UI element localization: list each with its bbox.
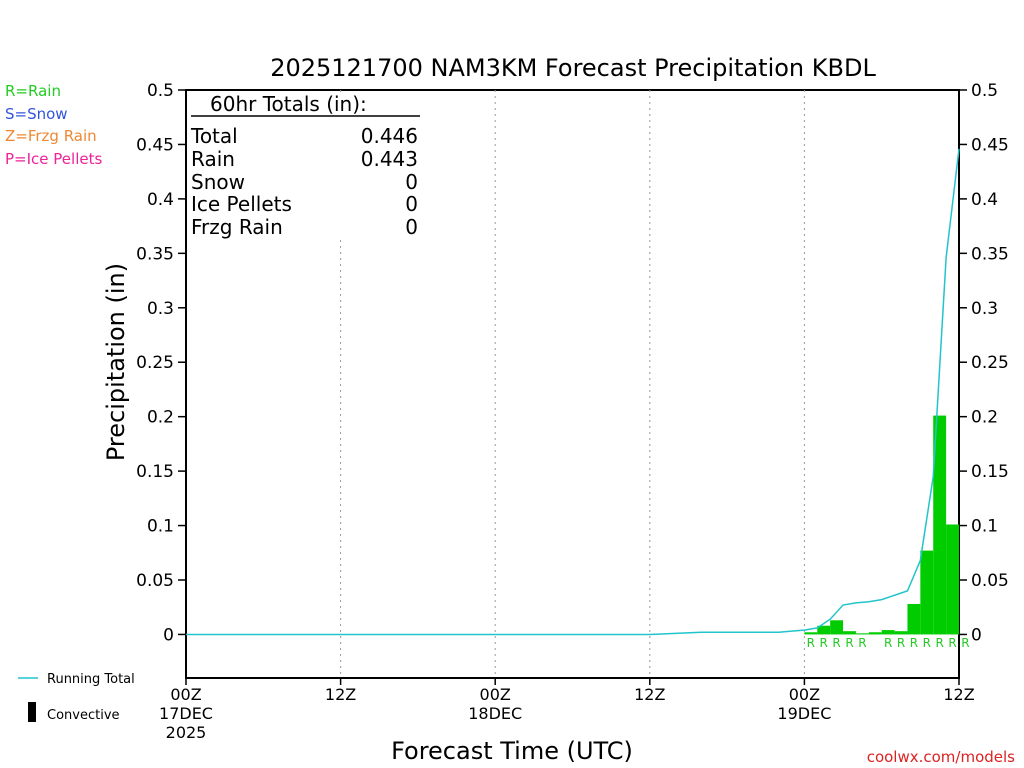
x-tick-label: 00Z bbox=[480, 685, 511, 704]
precip-type-marker: R bbox=[820, 636, 828, 650]
y-tick-label-left: 0.25 bbox=[136, 353, 174, 373]
precip-bar bbox=[881, 630, 895, 635]
totals-value-frzg-rain: 0 bbox=[405, 215, 418, 239]
y-tick-label-left: 0.3 bbox=[147, 299, 174, 319]
totals-label-snow: Snow bbox=[191, 170, 245, 194]
y-tick-label-left: 0.35 bbox=[136, 244, 174, 264]
chart-title: 2025121700 NAM3KM Forecast Precipitation… bbox=[270, 54, 876, 82]
y-tick-label-right: 0.15 bbox=[971, 462, 1009, 482]
precip-type-marker: R bbox=[923, 636, 931, 650]
legend-frzg-rain: Z=Frzg Rain bbox=[5, 127, 97, 145]
hourly-bars bbox=[804, 415, 959, 635]
totals-label-rain: Rain bbox=[191, 147, 235, 171]
legend-series: Running Total Convective bbox=[18, 672, 135, 723]
totals-value-snow: 0 bbox=[405, 170, 418, 194]
totals-value-total: 0.446 bbox=[361, 124, 418, 148]
y-axis-right: 0 0.05 0.1 0.15 0.2 0.25 0.3 0.35 0.4 0.45 0.5 bbox=[959, 81, 1009, 645]
y-tick-label-left: 0.5 bbox=[147, 81, 174, 101]
precip-type-marker: R bbox=[961, 636, 969, 650]
precip-type-marker: R bbox=[845, 636, 853, 650]
precip-bar bbox=[946, 524, 959, 635]
plot-frame bbox=[185, 89, 960, 679]
running-total-line bbox=[186, 148, 960, 636]
x-axis-label: Forecast Time (UTC) bbox=[391, 737, 633, 765]
convective-legend-swatch bbox=[28, 702, 36, 722]
totals-label-frzg-rain: Frzg Rain bbox=[191, 215, 283, 239]
totals-label-ice-pellets: Ice Pellets bbox=[191, 192, 292, 216]
precip-type-marker: R bbox=[936, 636, 944, 650]
precip-type-marker: R bbox=[858, 636, 866, 650]
x-tick-label: 19DEC bbox=[777, 704, 831, 723]
y-tick-label-right: 0 bbox=[971, 625, 982, 645]
precip-bar bbox=[855, 633, 869, 635]
precip-bar bbox=[907, 603, 921, 635]
precip-type-marker: R bbox=[884, 636, 892, 650]
totals-value-ice-pellets: 0 bbox=[405, 192, 418, 216]
x-tick-label: 18DEC bbox=[468, 704, 522, 723]
y-tick-label-right: 0.35 bbox=[971, 244, 1009, 264]
precip-type-marker: R bbox=[807, 636, 815, 650]
y-tick-label-left: 0.05 bbox=[136, 571, 174, 591]
precip-type-marker: R bbox=[832, 636, 840, 650]
totals-value-rain: 0.443 bbox=[361, 147, 418, 171]
legend-ice-pellets: P=Ice Pellets bbox=[5, 150, 102, 168]
y-tick-label-right: 0.4 bbox=[971, 190, 998, 210]
precip-bar bbox=[817, 625, 831, 635]
precip-bar bbox=[843, 631, 856, 635]
y-tick-label-right: 0.1 bbox=[971, 517, 998, 537]
x-tick-label: 2025 bbox=[166, 723, 207, 742]
legend-rain: R=Rain bbox=[5, 82, 61, 100]
running-total-legend-label: Running Total bbox=[47, 672, 135, 687]
x-tick-label: 12Z bbox=[325, 685, 356, 704]
y-tick-label-left: 0.45 bbox=[136, 135, 174, 155]
precip-bar bbox=[804, 632, 818, 635]
y-axis-left: 0 0.05 0.1 0.15 0.2 0.25 0.3 0.35 0.4 0.45 0.5 bbox=[136, 81, 186, 645]
running-total-series bbox=[186, 148, 960, 636]
y-tick-label-left: 0.2 bbox=[147, 408, 174, 428]
precip-bar bbox=[894, 631, 908, 635]
precip-bar bbox=[830, 620, 844, 635]
x-tick-label: 00Z bbox=[789, 685, 820, 704]
legend-types: R=Rain S=Snow Z=Frzg Rain P=Ice Pellets bbox=[5, 82, 102, 168]
y-tick-label-left: 0 bbox=[163, 625, 174, 645]
x-tick-label: 12Z bbox=[634, 685, 665, 704]
totals-label-total: Total bbox=[190, 124, 238, 148]
y-tick-label-left: 0.1 bbox=[147, 517, 174, 537]
y-tick-label-right: 0.45 bbox=[971, 135, 1009, 155]
x-tick-label: 12Z bbox=[943, 685, 974, 704]
precip-bar bbox=[933, 415, 947, 635]
precip-bar bbox=[868, 632, 882, 635]
legend-snow: S=Snow bbox=[5, 105, 68, 123]
precip-type-marker: R bbox=[910, 636, 918, 650]
totals-title: 60hr Totals (in): bbox=[210, 92, 367, 116]
precip-type-marker: R bbox=[897, 636, 905, 650]
y-tick-label-right: 0.25 bbox=[971, 353, 1009, 373]
y-axis-label: Precipitation (in) bbox=[102, 263, 130, 461]
x-tick-label: 00Z bbox=[170, 685, 201, 704]
y-tick-label-right: 0.05 bbox=[971, 571, 1009, 591]
watermark: coolwx.com/models bbox=[867, 748, 1015, 766]
convective-legend-label: Convective bbox=[47, 708, 120, 723]
y-tick-label-right: 0.3 bbox=[971, 299, 998, 319]
y-tick-label-right: 0.5 bbox=[971, 81, 998, 101]
x-tick-label: 17DEC bbox=[159, 704, 213, 723]
totals-box: 60hr Totals (in): Total 0.446 Rain 0.443… bbox=[188, 92, 438, 240]
y-tick-label-right: 0.2 bbox=[971, 408, 998, 428]
y-tick-label-left: 0.4 bbox=[147, 190, 174, 210]
precip-bar bbox=[920, 550, 934, 635]
precip-type-marker: R bbox=[948, 636, 956, 650]
y-tick-label-left: 0.15 bbox=[136, 462, 174, 482]
